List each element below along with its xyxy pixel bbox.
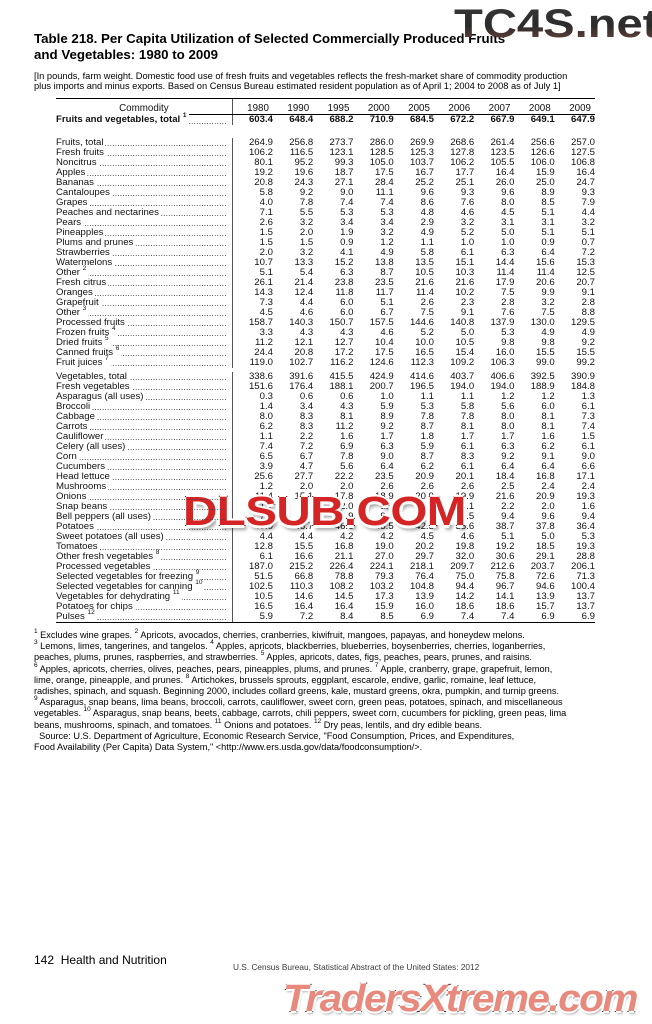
svg-text:TC4S.net: TC4S.net — [454, 1, 652, 46]
